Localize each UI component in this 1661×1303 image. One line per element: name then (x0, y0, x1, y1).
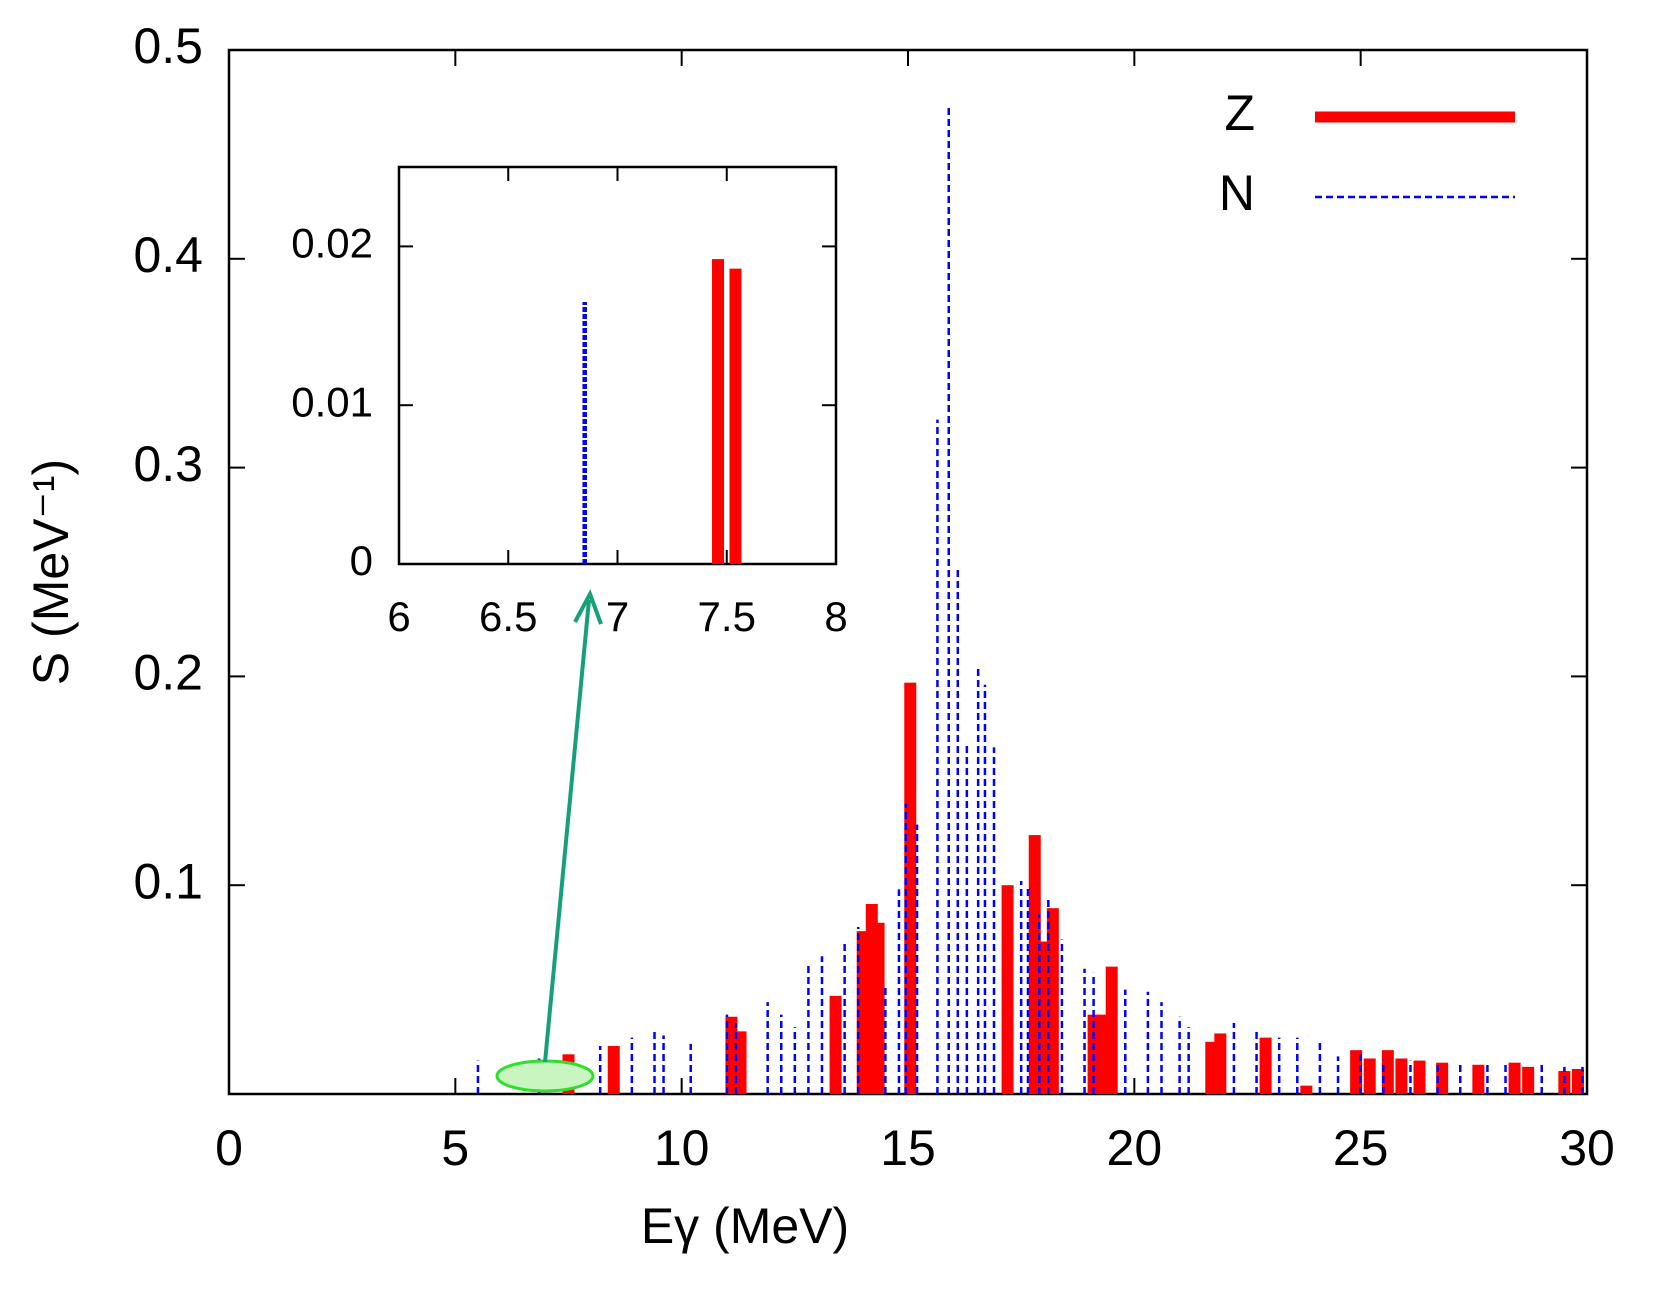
stick-bar (872, 922, 885, 1094)
x-tick-label: 6 (387, 593, 410, 640)
y-tick-label: 0.3 (133, 436, 203, 492)
stick-bar (1381, 1050, 1394, 1094)
stick-bar (1214, 1033, 1227, 1094)
y-tick-label: 0.5 (133, 18, 203, 74)
x-tick-label: 7 (606, 593, 629, 640)
stick-bar (1001, 885, 1014, 1094)
x-tick-label: 25 (1333, 1120, 1389, 1176)
stick-bar (1395, 1058, 1408, 1094)
arrow-head (573, 589, 603, 625)
x-tick-label: 30 (1559, 1120, 1615, 1176)
stick-bar (1096, 1014, 1109, 1094)
stick-bar (1350, 1050, 1363, 1094)
x-tick-label: 5 (441, 1120, 469, 1176)
highlight-ellipse (495, 1059, 595, 1093)
stick-bar (1571, 1068, 1584, 1094)
stick-bar (1363, 1058, 1376, 1094)
y-tick-label: 0.1 (133, 853, 203, 909)
stick-bar (607, 1045, 620, 1094)
stick-bar (1413, 1060, 1426, 1094)
y-tick-label: 0.4 (133, 227, 203, 283)
stick-bar (1436, 1062, 1449, 1094)
stick-bar (1028, 835, 1041, 1094)
stick-bar (725, 1016, 738, 1094)
stick-bar (1259, 1037, 1272, 1094)
stick-bar (904, 682, 917, 1094)
x-tick-label: 20 (1107, 1120, 1163, 1176)
zoom-arrow (543, 599, 591, 1063)
x-axis-label: Eγ (MeV) (641, 1198, 849, 1254)
stick-bar (734, 1031, 747, 1094)
y-tick-label: 0.2 (133, 645, 203, 701)
plot-frame (397, 165, 838, 566)
x-tick-label: 0 (215, 1120, 243, 1176)
y-tick-label: 0.02 (291, 219, 373, 266)
x-tick-label: 7.5 (698, 593, 756, 640)
stick-bar (829, 995, 842, 1094)
stick-bar (1508, 1062, 1521, 1094)
y-axis-label: S (MeV⁻¹) (23, 459, 79, 685)
stick-bar (1522, 1066, 1535, 1094)
stick-bar (856, 931, 869, 1094)
stick-bar (1105, 966, 1118, 1094)
stick-bar (1472, 1064, 1485, 1094)
stick-bar (1037, 941, 1050, 1094)
legend-label: N (1219, 165, 1255, 221)
x-tick-label: 15 (880, 1120, 936, 1176)
y-tick-label: 0 (350, 537, 373, 584)
x-tick-label: 6.5 (479, 593, 537, 640)
legend-label: Z (1224, 85, 1255, 141)
stick-bar (1046, 908, 1059, 1094)
x-tick-label: 8 (824, 593, 847, 640)
stick-bar (1300, 1085, 1313, 1094)
stick-bar (729, 268, 742, 564)
stick-bar (1205, 1041, 1218, 1094)
x-tick-label: 10 (654, 1120, 710, 1176)
stick-bar (712, 259, 725, 564)
y-tick-label: 0.01 (291, 378, 373, 425)
